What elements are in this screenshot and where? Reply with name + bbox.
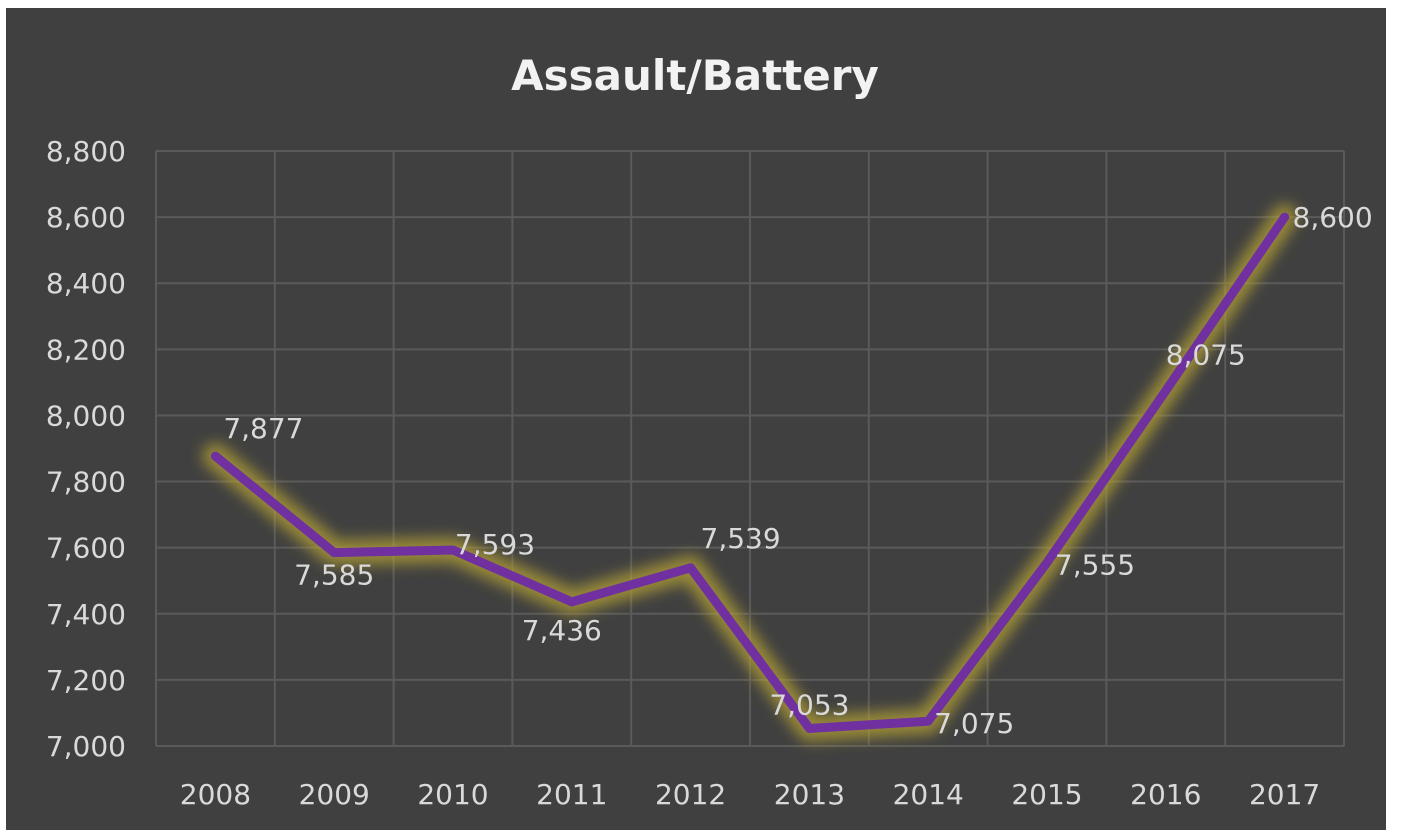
y-tick-label: 8,800	[46, 135, 126, 168]
y-tick-label: 7,000	[46, 730, 126, 763]
series-line-path	[210, 212, 1290, 733]
data-point	[567, 597, 576, 606]
y-tick-label: 8,200	[46, 333, 126, 366]
data-labels: 7,877 7,585 7,593 7,436 7,539 7,053 7,075 7,555…	[223, 201, 1372, 740]
y-tick-label: 7,200	[46, 664, 126, 697]
data-point	[449, 545, 457, 554]
data-point	[211, 452, 220, 461]
data-label: 7,593	[455, 528, 535, 561]
data-point	[924, 717, 933, 726]
data-point	[330, 548, 339, 557]
data-label: 7,539	[701, 522, 781, 555]
data-label: 7,436	[522, 614, 602, 647]
x-tick-label: 2010	[417, 778, 488, 811]
x-tick-label: 2009	[299, 778, 370, 811]
x-tick-label: 2012	[655, 778, 726, 811]
y-tick-label: 7,600	[46, 532, 126, 565]
x-tick-label: 2008	[180, 778, 251, 811]
x-axis: 2008 2009 2010 2011 2012 2013 2014 2015 2016 2017	[180, 778, 1320, 811]
y-axis: 7,000 7,200 7,400 7,600 7,800 8,000 8,200 8,400…	[46, 135, 126, 763]
series-line	[202, 204, 1298, 742]
data-label: 7,877	[223, 412, 303, 445]
data-point	[805, 724, 814, 733]
chart-area: Assault/Battery 7,000 7,200 7,400 7,600 7,80…	[6, 8, 1386, 830]
chart-title: Assault/Battery	[511, 51, 879, 100]
data-label: 7,585	[294, 559, 374, 592]
chart-svg: Assault/Battery 7,000 7,200 7,400 7,600 7,80…	[46, 51, 1373, 811]
y-tick-label: 7,800	[46, 466, 126, 499]
data-point	[1280, 213, 1289, 222]
x-tick-label: 2016	[1130, 778, 1201, 811]
data-point	[1043, 558, 1051, 567]
data-point	[1161, 386, 1170, 395]
data-point	[686, 563, 695, 572]
y-tick-label: 8,400	[46, 267, 126, 300]
y-tick-label: 7,400	[46, 598, 126, 631]
y-tick-label: 8,600	[46, 201, 126, 234]
y-tick-label: 8,000	[46, 399, 126, 432]
x-tick-label: 2014	[893, 778, 964, 811]
x-tick-label: 2011	[536, 778, 607, 811]
x-tick-label: 2017	[1249, 778, 1320, 811]
data-label: 8,600	[1293, 201, 1373, 234]
x-tick-label: 2013	[774, 778, 845, 811]
data-label: 8,075	[1166, 339, 1246, 372]
data-label: 7,053	[769, 688, 849, 721]
data-label: 7,075	[934, 707, 1014, 740]
data-label: 7,555	[1055, 549, 1135, 582]
x-tick-label: 2015	[1011, 778, 1082, 811]
gridlines	[155, 150, 1345, 747]
